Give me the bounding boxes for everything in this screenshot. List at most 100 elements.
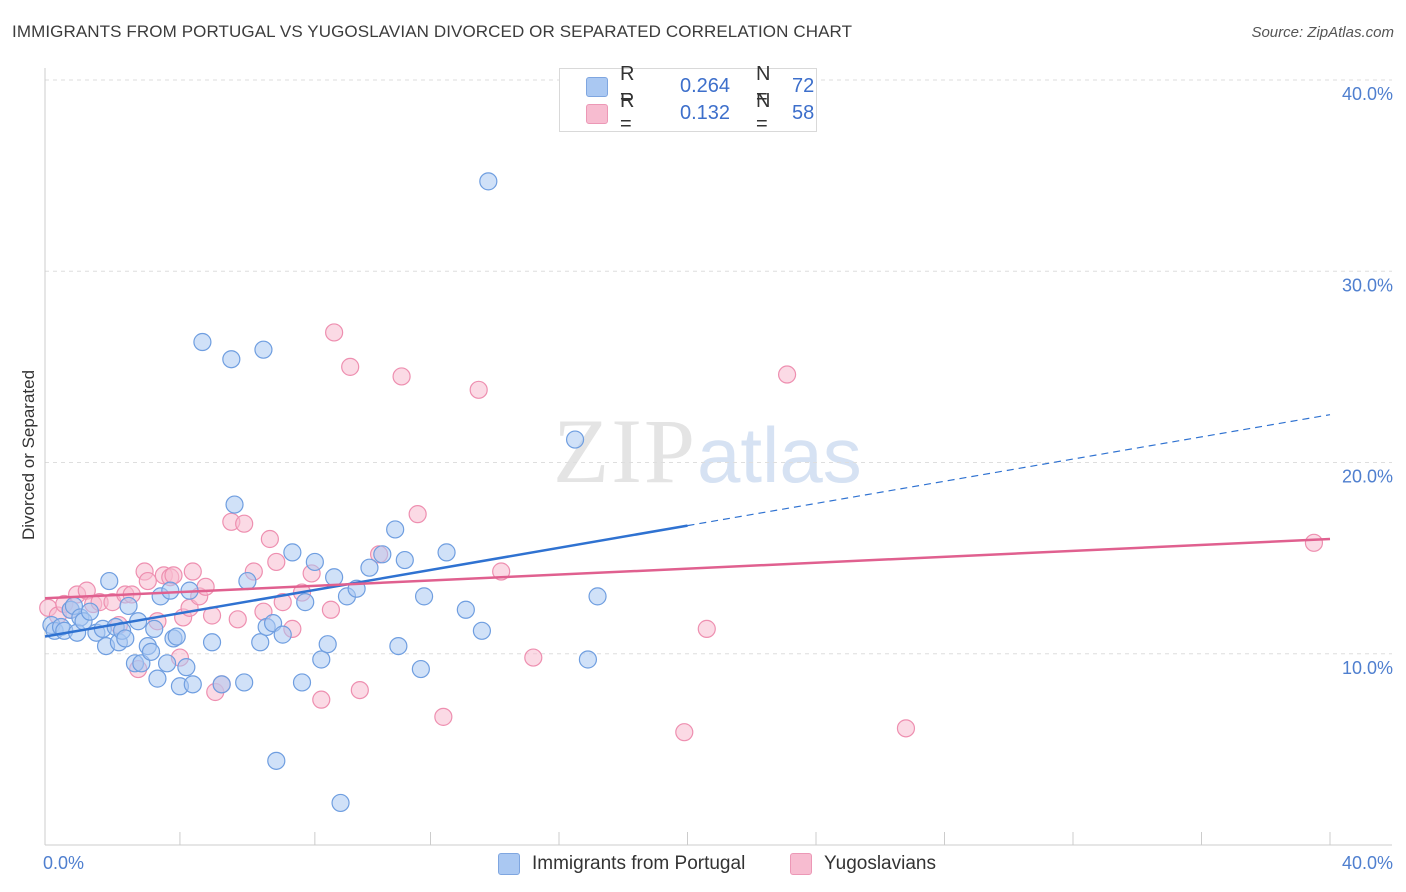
point-yugoslavians (312, 690, 331, 709)
point-portugal (373, 545, 392, 564)
point-portugal (318, 635, 337, 654)
point-portugal (212, 675, 231, 694)
point-yugoslavians (408, 505, 427, 524)
point-portugal (161, 581, 180, 600)
point-yugoslavians (325, 323, 344, 342)
point-portugal (202, 633, 222, 652)
legend-n-value: 58 (792, 101, 815, 124)
point-yugoslavians (896, 719, 916, 738)
point-yugoslavians (260, 529, 279, 549)
point-portugal (479, 172, 498, 191)
trend-line-portugal-extension (687, 414, 1331, 527)
legend-swatch-yugoslavians (586, 104, 608, 124)
point-yugoslavians (697, 619, 716, 638)
watermark-atlas: atlas (697, 411, 862, 499)
legend-n-label: N = (756, 63, 771, 108)
point-yugoslavians (235, 514, 254, 533)
point-portugal (148, 669, 167, 688)
bottom-legend-swatch-portugal (498, 853, 520, 875)
bottom-legend-label-yugoslavians: Yugoslavians (824, 853, 936, 874)
point-yugoslavians (341, 357, 360, 376)
point-portugal (251, 633, 270, 652)
x-tick-label: 40.0% (1342, 853, 1393, 873)
bottom-legend-swatch-yugoslavians (790, 853, 812, 875)
point-portugal (116, 629, 135, 648)
point-portugal (141, 642, 161, 661)
point-portugal (225, 495, 244, 514)
point-portugal (389, 636, 408, 656)
point-yugoslavians (321, 600, 341, 619)
point-portugal (386, 520, 405, 539)
y-axis-label: Divorced or Separated (19, 370, 38, 540)
legend-n-label: N = (756, 90, 771, 135)
axes (44, 68, 1392, 846)
point-portugal (360, 558, 379, 577)
chart-title: IMMIGRANTS FROM PORTUGAL VS YUGOSLAVIAN … (12, 22, 853, 41)
point-yugoslavians (469, 380, 488, 399)
point-yugoslavians (273, 593, 292, 612)
legend-r-label: R = (620, 90, 635, 135)
legend-r-value: 0.132 (680, 101, 731, 124)
y-tick-label: 30.0% (1342, 275, 1393, 295)
point-portugal (157, 654, 177, 673)
point-portugal (312, 650, 331, 669)
legend-r-label: R = (620, 63, 635, 108)
point-portugal (456, 600, 475, 619)
legend-swatch-portugal (586, 77, 608, 97)
y-tick-label: 20.0% (1342, 467, 1393, 487)
point-portugal (437, 543, 456, 562)
point-yugoslavians (196, 577, 215, 596)
point-portugal (565, 430, 585, 449)
point-portugal (222, 350, 241, 369)
point-yugoslavians (675, 723, 694, 742)
point-yugoslavians (492, 562, 511, 581)
point-portugal (325, 568, 344, 587)
point-portugal (145, 619, 164, 638)
point-portugal (183, 675, 202, 694)
point-yugoslavians (183, 562, 202, 581)
trend-line-portugal (44, 524, 688, 638)
point-portugal (100, 571, 119, 591)
point-portugal (588, 587, 607, 606)
point-yugoslavians (392, 367, 411, 386)
tick-labels: 10.0% 20.0% 30.0% 40.0% 0.0% 40.0% (43, 84, 1393, 873)
point-portugal (80, 602, 100, 621)
y-tick-label: 10.0% (1342, 658, 1393, 678)
x-tick-label: 0.0% (43, 853, 84, 873)
bottom-legend-yugoslavians: Yugoslavians (790, 850, 936, 878)
point-portugal (414, 587, 434, 606)
bottom-legend-label-portugal: Immigrants from Portugal (532, 853, 746, 874)
point-portugal (578, 650, 598, 669)
point-yugoslavians (164, 566, 183, 585)
y-tick-label: 40.0% (1342, 84, 1393, 104)
point-yugoslavians (138, 571, 157, 591)
point-yugoslavians (434, 707, 453, 726)
point-portugal (292, 673, 312, 692)
legend-r-value: 0.264 (680, 74, 731, 97)
point-portugal (119, 596, 138, 616)
point-portugal (267, 751, 286, 770)
series-portugal (42, 172, 607, 813)
point-portugal (283, 543, 302, 562)
legend: R = 0.264 N = 72 R = 0.132 N = 58 (559, 63, 817, 135)
point-yugoslavians (1304, 533, 1324, 552)
watermark-zip: ZIP (553, 400, 697, 502)
point-yugoslavians (524, 648, 543, 667)
point-yugoslavians (228, 610, 247, 629)
point-portugal (296, 593, 315, 612)
trend-lines (44, 414, 1331, 638)
point-portugal (235, 673, 254, 692)
point-portugal (193, 332, 212, 352)
source-label: Source: ZipAtlas.com (1251, 24, 1394, 41)
point-portugal (305, 552, 324, 572)
point-yugoslavians (267, 552, 286, 572)
point-yugoslavians (350, 680, 369, 700)
point-yugoslavians (777, 365, 797, 384)
trend-line-yugoslavians (44, 537, 1331, 600)
point-portugal (167, 627, 186, 646)
legend-n-value: 72 (792, 74, 815, 97)
point-portugal (395, 550, 414, 570)
point-portugal (331, 793, 350, 813)
point-portugal (472, 621, 491, 640)
